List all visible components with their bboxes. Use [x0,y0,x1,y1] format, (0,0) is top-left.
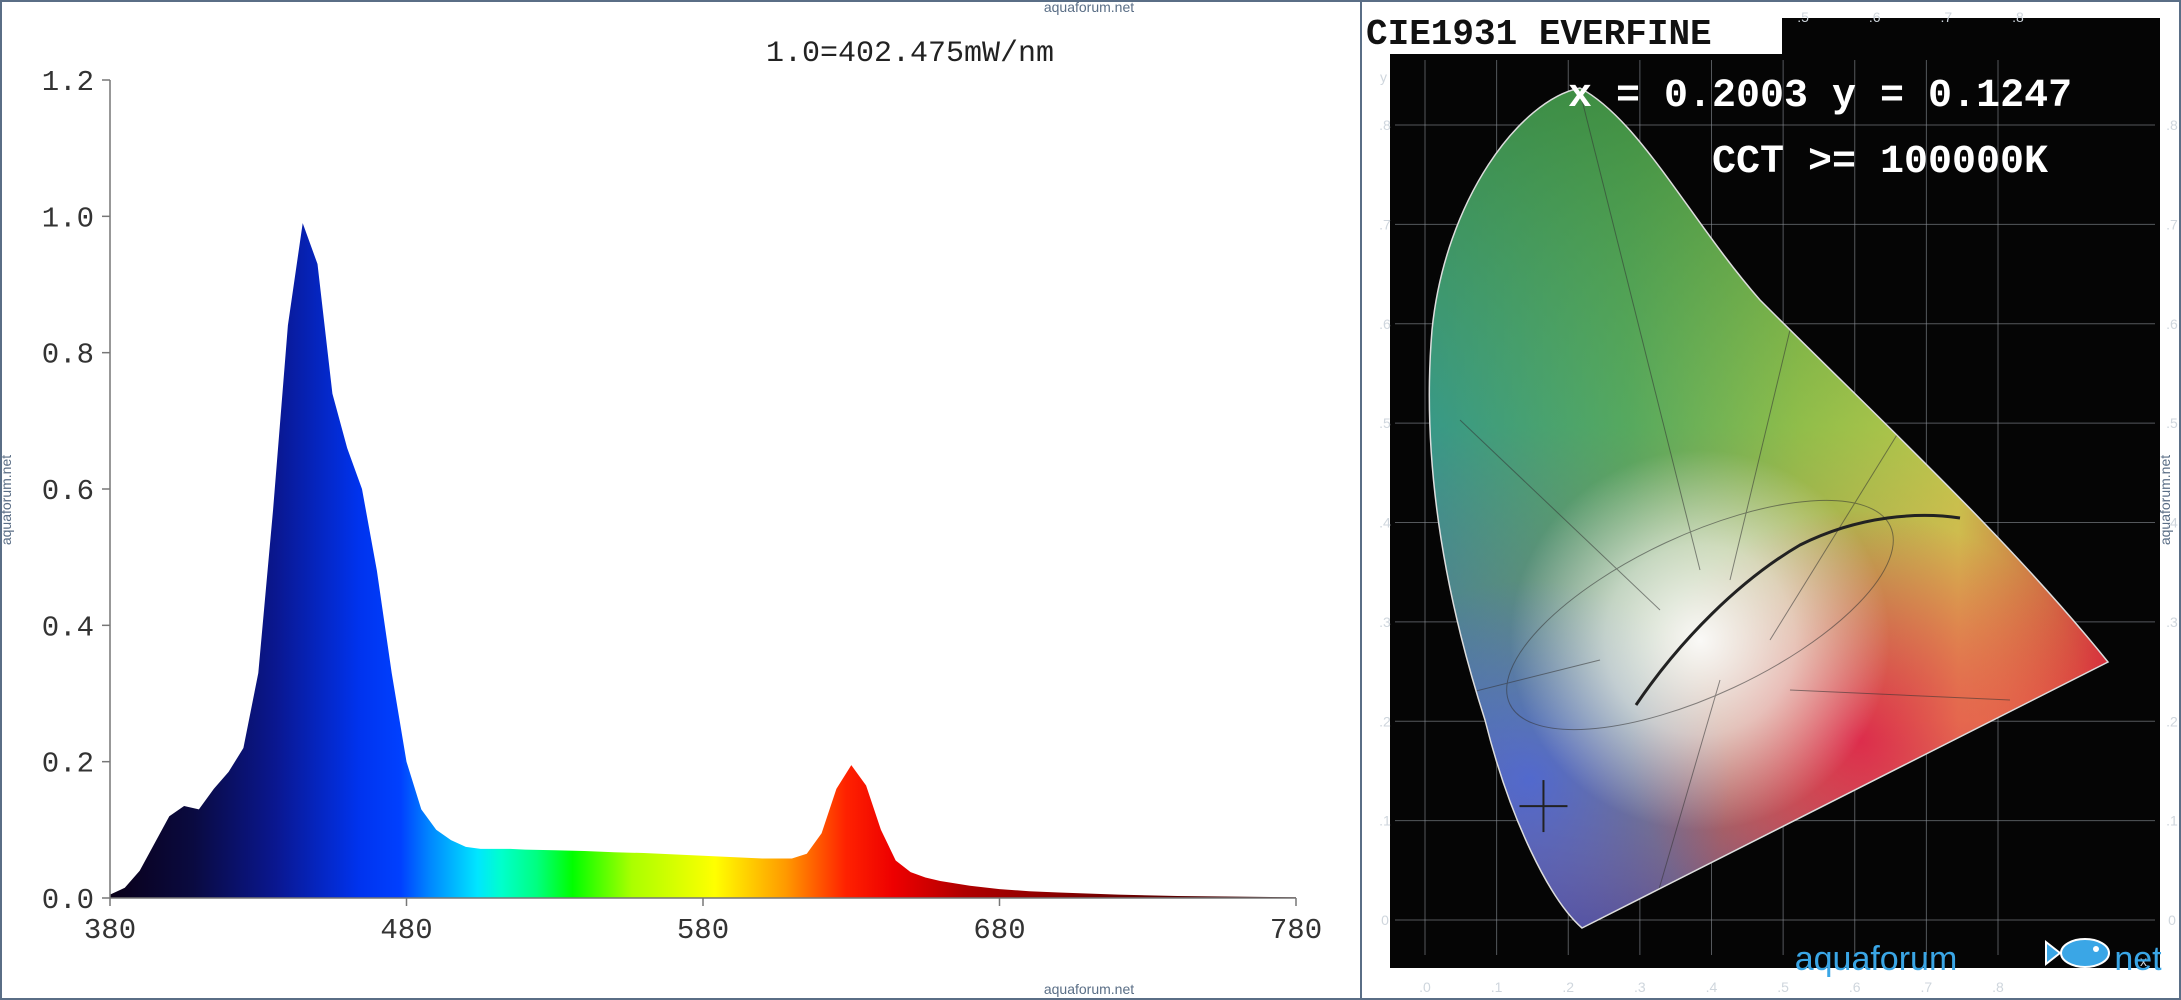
x-tick-label: 780 [1270,914,1322,947]
spectrum-chart: 0.0 0.2 0.4 0.6 0.8 1.0 1.2 380 480 580 680 780 1.… [42,37,1322,947]
cie-top-tick-label: .6 [1869,9,1881,25]
cie-x-axis-label: x [2140,953,2147,969]
cie-top-tick-label: .5 [1797,9,1809,25]
cie-y-ticks: 0 0 .1 .1 .2 .2 .3 .3 .4 .4 .5 .5 .6 .6 .7 .7 .8 .8 [1379,117,2178,928]
cie-y-tick-label-right: .7 [2166,216,2178,232]
cie-y-tick-label: .5 [1379,415,1391,431]
y-tick-label: 0.0 [42,884,94,917]
cie-y-tick-label: .7 [1379,216,1391,232]
x-axis-ticks: 380 480 580 680 780 [84,898,1322,947]
x-tick-label: 580 [677,914,729,947]
watermark-top: aquaforum.net [1044,0,1134,15]
cie-y-tick-label-right: .4 [2166,515,2178,531]
cie-x-tick-label: .5 [1777,979,1789,995]
spectrum-scale-annotation: 1.0=402.475mW/nm [766,37,1054,71]
cie-y-tick-label: .8 [1379,117,1391,133]
cie-top-tick-label: .7 [1941,9,1953,25]
watermark-right: aquaforum.net [2157,455,2173,545]
x-tick-label: 680 [973,914,1025,947]
spectral-locus [1428,87,2110,929]
cie-y-tick-label: .2 [1379,713,1391,729]
cie-x-tick-label: .0 [1419,979,1431,995]
cie-y-tick-label-right: 0 [2168,912,2176,928]
cie-1931-chart: .0 .1 .2 .3 .4 .5 .6 .7 .8 0 0 .1 .1 .2 .2 .3 .3 .4 .4 .5.… [1364,9,2178,995]
y-axis-ticks: 0.0 0.2 0.4 0.6 0.8 1.0 1.2 [42,66,110,917]
cie-x-tick-label: .7 [1921,979,1933,995]
cie-title-background [1364,10,1782,54]
chromaticity-xy-reading: x = 0.2003 y = 0.1247 [1568,74,2072,119]
cie-x-tick-label: .4 [1706,979,1718,995]
cie-y-tick-label: .3 [1379,614,1391,630]
cie-y-tick-label-right: .6 [2166,316,2178,332]
cie-y-tick-label: .1 [1379,813,1391,829]
cie-title: CIE1931 EVERFINE [1366,14,1712,55]
cie-y-tick-label-right: .5 [2166,415,2178,431]
y-tick-label: 1.0 [42,202,94,235]
watermark-bottom: aquaforum.net [1044,981,1134,997]
cie-y-tick-label: .4 [1379,515,1391,531]
cct-reading: CCT >= 100000K [1712,140,2048,185]
spectrum-area [110,223,1296,899]
logo-text: aquaforum [1795,940,1958,978]
y-tick-label: 0.2 [42,748,94,781]
y-tick-label: 0.4 [42,611,94,644]
y-tick-label: 0.6 [42,475,94,508]
cie-y-tick-label-right: .2 [2166,713,2178,729]
cie-y-tick-label-right: .1 [2166,813,2178,829]
cie-y-tick-label-right: .8 [2166,117,2178,133]
cie-x-tick-label: .2 [1562,979,1574,995]
y-tick-label: 0.8 [42,339,94,372]
y-tick-label: 1.2 [42,66,94,99]
planckian-locus [1634,514,1961,706]
cie-y-axis-label: y [1380,69,1387,85]
cie-y-tick-label: 0 [1381,912,1389,928]
cie-x-tick-label: .1 [1491,979,1503,995]
x-tick-label: 380 [84,914,136,947]
logo-net-text: net [2114,940,2162,978]
cie-y-tick-label-right: .3 [2166,614,2178,630]
watermark-left: aquaforum.net [0,455,14,545]
aquaforum-logo: aquaforum net [1795,938,2162,978]
x-tick-label: 480 [380,914,432,947]
chromaticity-point-marker [1519,780,1568,833]
fish-icon [2045,938,2110,968]
cie-y-tick-label: .6 [1379,316,1391,332]
cie-x-tick-label: .6 [1849,979,1861,995]
cie-top-tick-label: .8 [2012,9,2024,25]
cie-x-tick-label: .8 [1992,979,2004,995]
cie-x-tick-label: .3 [1634,979,1646,995]
cie-x-ticks: .0 .1 .2 .3 .4 .5 .6 .7 .8 [1419,979,2004,995]
